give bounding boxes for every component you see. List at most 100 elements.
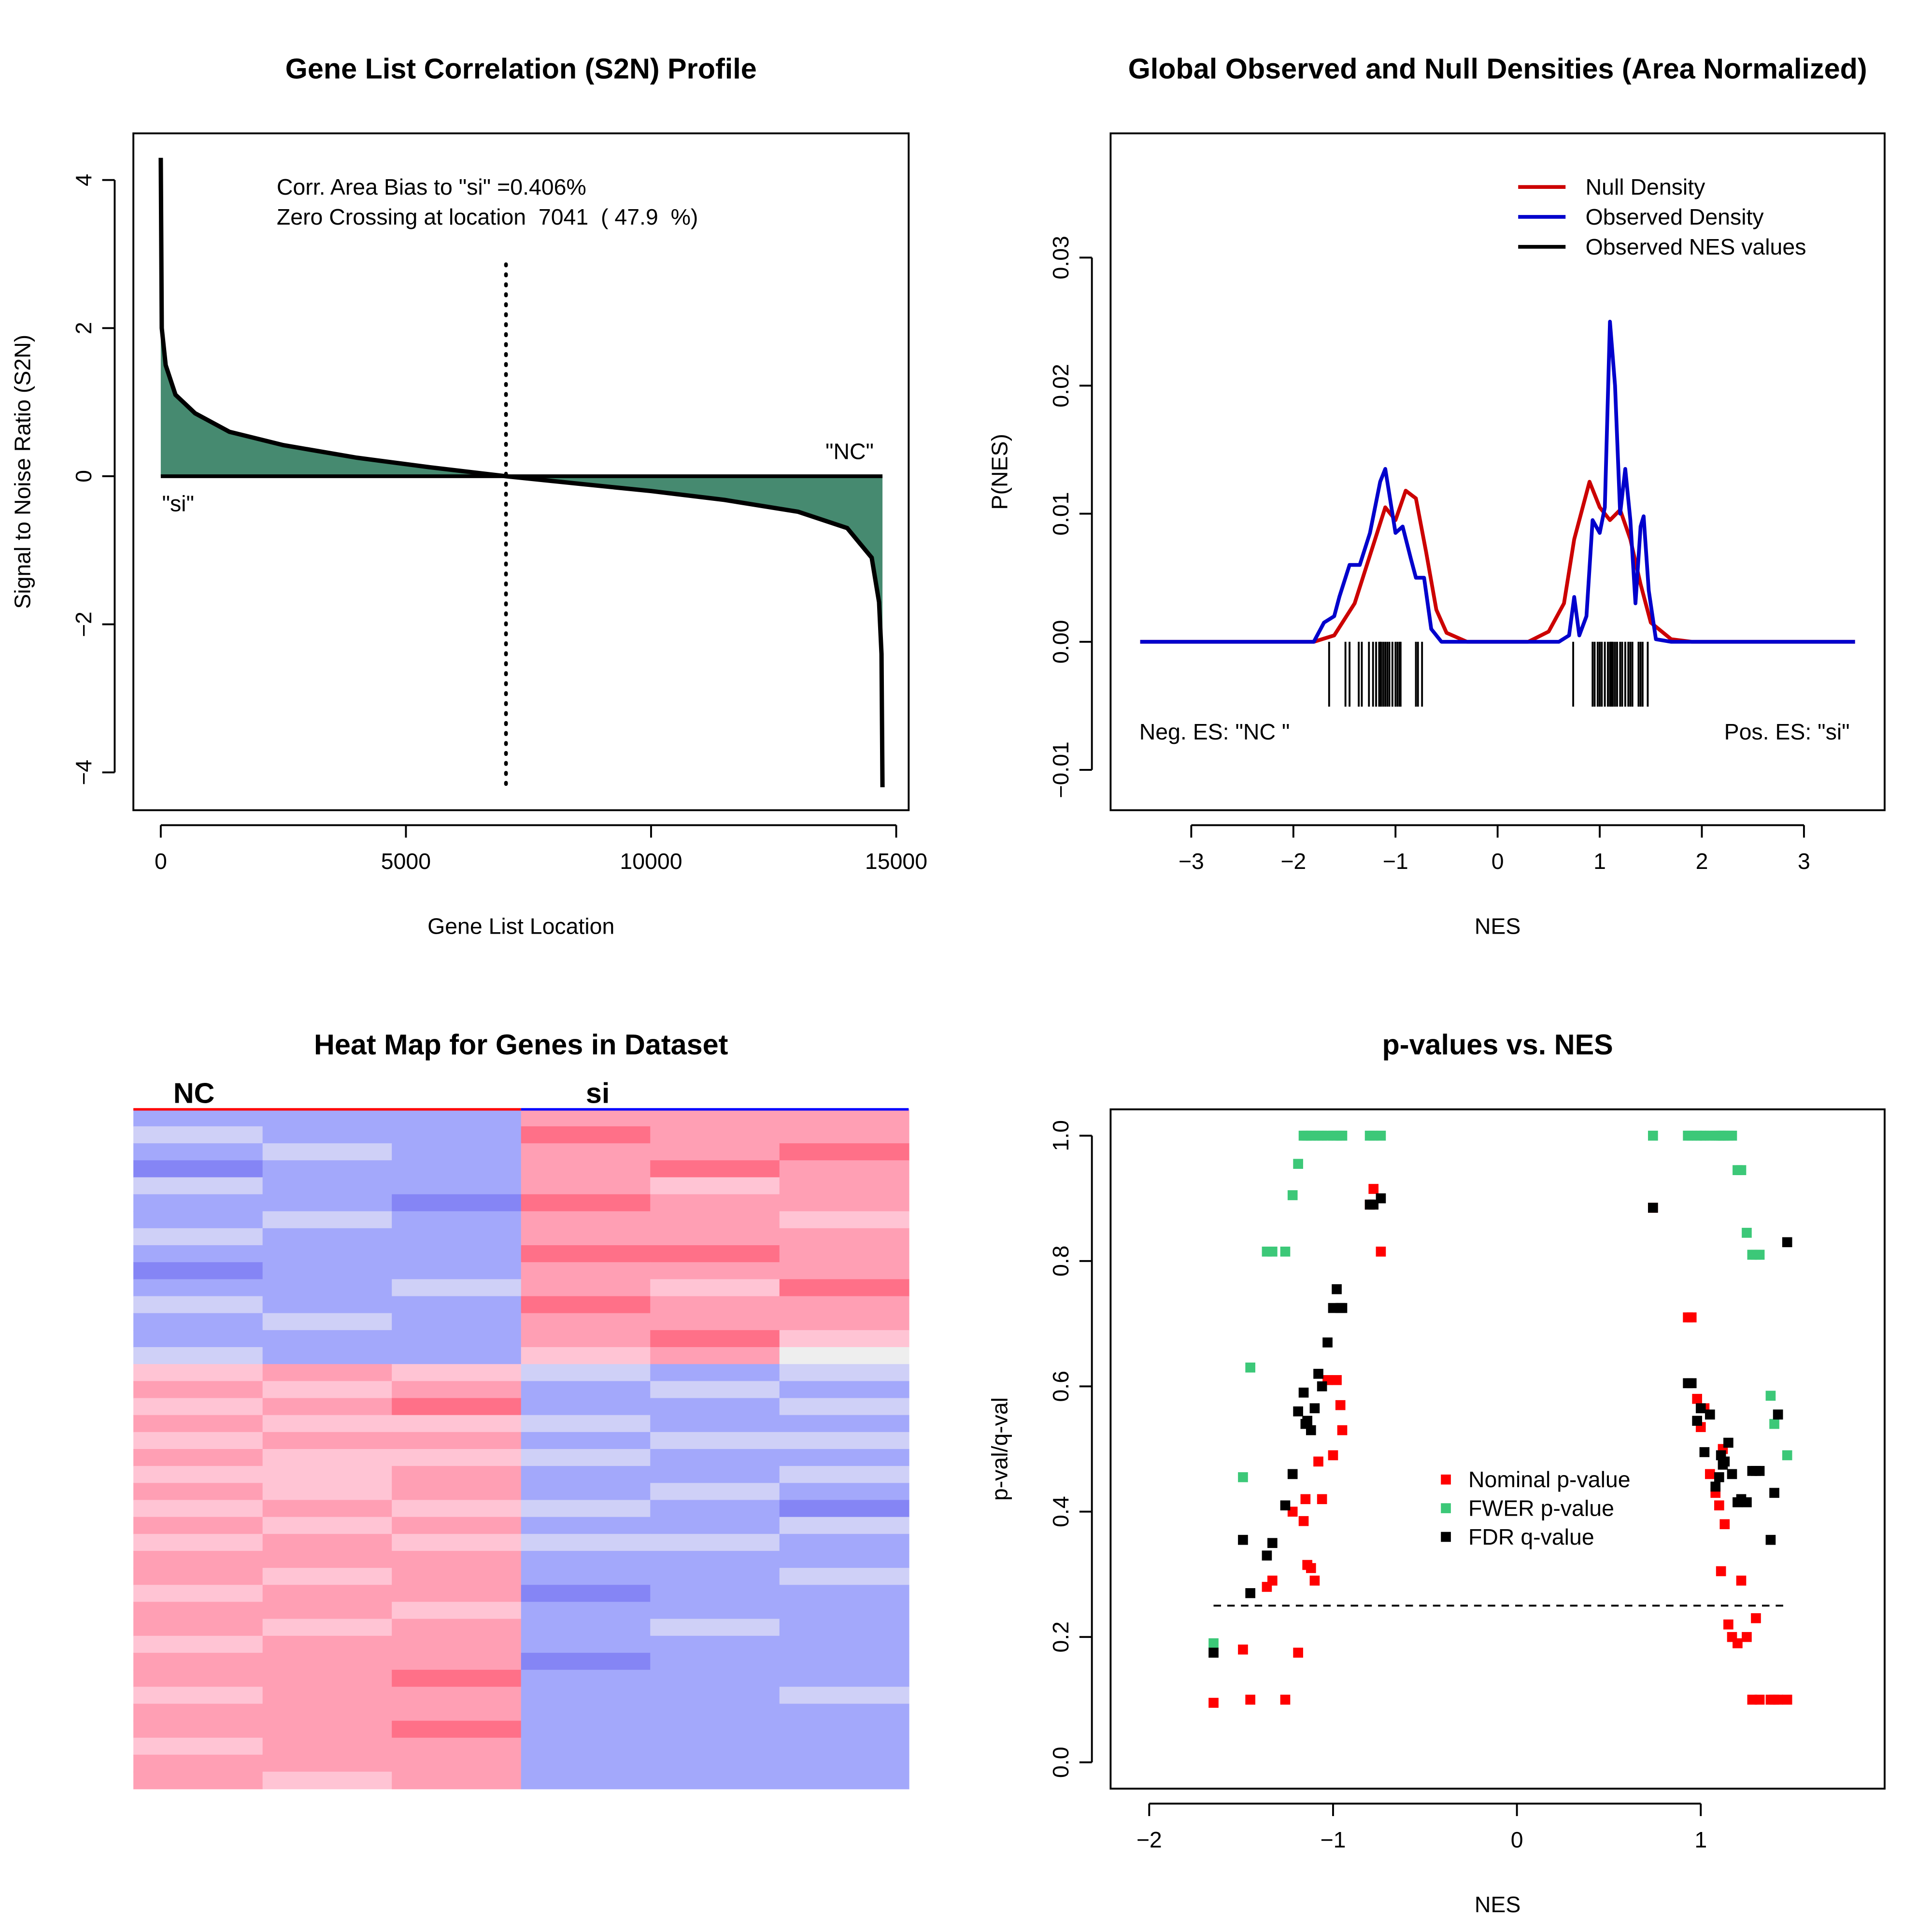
point [1293, 1648, 1303, 1658]
heat-cell [650, 1398, 781, 1416]
heat-cell [133, 1347, 263, 1365]
heat-cell [262, 1550, 393, 1569]
heat-cell [521, 1483, 651, 1501]
heat-cell [262, 1364, 393, 1382]
heat-cell [650, 1449, 781, 1467]
heat-cell [779, 1449, 909, 1467]
x-tick-label: 2 [1696, 849, 1708, 874]
heat-cell [262, 1381, 393, 1399]
y-tick-label: 0.03 [1048, 236, 1073, 279]
heat-cell [133, 1466, 263, 1484]
heat-cell [262, 1500, 393, 1518]
heat-cell [262, 1262, 393, 1280]
heat-cell [262, 1211, 393, 1229]
heat-cell [650, 1772, 781, 1790]
point [1280, 1246, 1291, 1257]
point [1238, 1644, 1248, 1655]
x-tick-label: 0 [1492, 849, 1504, 874]
heat-cell [133, 1364, 263, 1382]
point [1313, 1456, 1323, 1467]
chart-title: Global Observed and Null Densities (Area… [1128, 52, 1867, 85]
heat-cell [650, 1330, 781, 1348]
heat-cell [650, 1619, 781, 1637]
x-axis-label: Gene List Location [427, 913, 614, 938]
point [1337, 1303, 1348, 1313]
heat-cell [133, 1704, 263, 1721]
heat-cell [650, 1143, 781, 1161]
density-line [1140, 320, 1855, 644]
point [1293, 1406, 1303, 1417]
heat-cell [650, 1126, 781, 1144]
x-axis-label: NES [1475, 1892, 1520, 1917]
heat-cell [779, 1500, 909, 1518]
point [1648, 1130, 1658, 1141]
heat-cell [133, 1109, 263, 1127]
legend-swatch [1441, 1474, 1451, 1485]
legend-swatch [1441, 1503, 1451, 1513]
heat-cell [521, 1398, 651, 1416]
x-axis-label: NES [1475, 913, 1520, 938]
point [1267, 1246, 1278, 1257]
left-label: "si" [162, 491, 194, 516]
legend-label: Observed Density [1586, 204, 1764, 229]
x-tick-label: −2 [1280, 849, 1306, 874]
heat-cell [392, 1432, 522, 1450]
point [1754, 1466, 1765, 1476]
heat-cell [133, 1670, 263, 1688]
heat-cell [779, 1262, 909, 1280]
heat-cell [392, 1517, 522, 1535]
heat-cell [521, 1449, 651, 1467]
point [1368, 1184, 1379, 1194]
heat-cell [650, 1704, 781, 1721]
heat-cell [521, 1517, 651, 1535]
heat-cell [392, 1211, 522, 1229]
point [1337, 1425, 1348, 1435]
heat-cell [779, 1415, 909, 1433]
heat-cell [521, 1296, 651, 1314]
heat-cell [392, 1737, 522, 1756]
heat-cell [779, 1109, 909, 1127]
heat-cell [521, 1585, 651, 1603]
heat-cell [779, 1687, 909, 1705]
point [1754, 1694, 1765, 1705]
heat-cell [650, 1500, 781, 1518]
heat-cell [521, 1177, 651, 1195]
x-tick-label: 1 [1593, 849, 1606, 874]
heat-cell [650, 1415, 781, 1433]
heat-cell [779, 1381, 909, 1399]
heat-cell [392, 1619, 522, 1637]
heat-cell [779, 1364, 909, 1382]
point [1782, 1450, 1792, 1461]
heat-cell [779, 1466, 909, 1484]
x-tick-label: 1 [1694, 1827, 1707, 1852]
point [1309, 1576, 1320, 1586]
heat-cell [650, 1635, 781, 1654]
heat-cell [521, 1211, 651, 1229]
heat-cell [650, 1245, 781, 1263]
heat-cell [779, 1126, 909, 1144]
heat-cell [392, 1296, 522, 1314]
heat-cell [650, 1364, 781, 1382]
heat-cell [133, 1602, 263, 1619]
heat-cell [133, 1737, 263, 1756]
chart-title: p-values vs. NES [1382, 1028, 1613, 1061]
point [1287, 1190, 1298, 1200]
point [1727, 1130, 1737, 1141]
heat-cell [392, 1602, 522, 1619]
point [1280, 1500, 1291, 1511]
heat-cell [650, 1517, 781, 1535]
point [1719, 1456, 1730, 1467]
heat-cell [392, 1330, 522, 1348]
point [1692, 1416, 1702, 1426]
heat-cell [133, 1177, 263, 1195]
heat-cell [133, 1296, 263, 1314]
y-tick-label: −4 [71, 760, 96, 785]
point [1773, 1694, 1783, 1705]
heat-cell [133, 1550, 263, 1569]
point [1692, 1393, 1702, 1404]
heat-cell [521, 1754, 651, 1773]
point [1238, 1534, 1248, 1545]
point [1736, 1576, 1747, 1586]
point [1309, 1403, 1320, 1413]
